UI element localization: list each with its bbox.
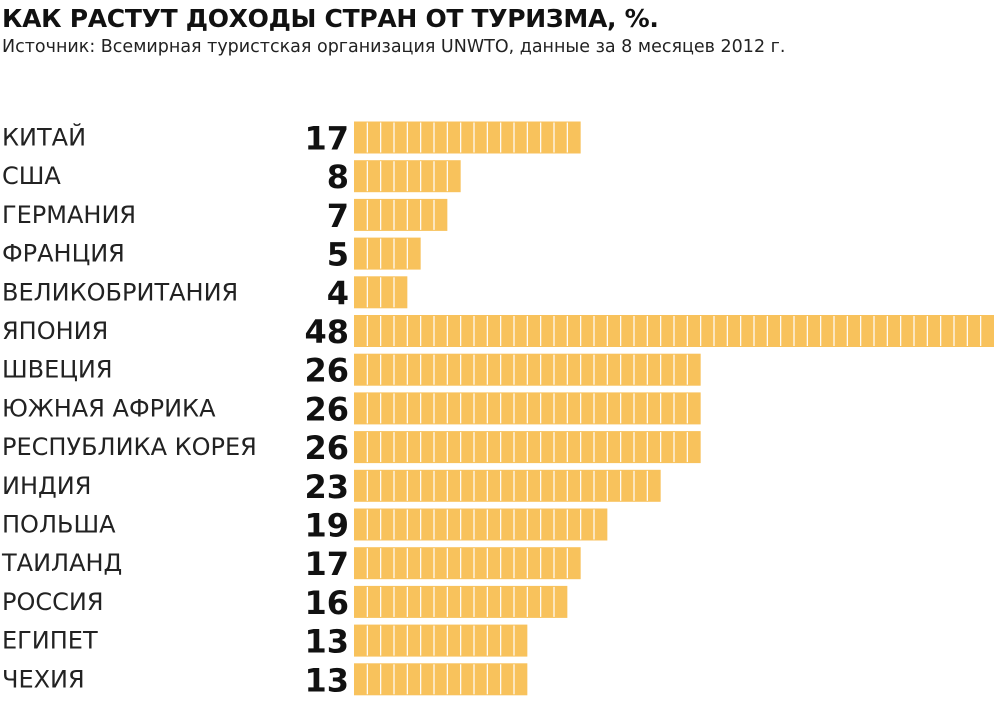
value-label: 17: [304, 120, 349, 158]
value-label: 5: [327, 236, 349, 274]
bar-segments: [366, 586, 555, 617]
category-label: ИНДИЯ: [2, 472, 91, 500]
value-label: 26: [304, 429, 349, 467]
bar-row: ШВЕЦИЯ 26: [2, 352, 701, 390]
value-label: 17: [304, 545, 349, 583]
value-label: 16: [304, 584, 349, 622]
chart-title: КАК РАСТУТ ДОХОДЫ СТРАН ОТ ТУРИЗМА, %.: [2, 4, 659, 33]
category-label: ЯПОНИЯ: [2, 317, 108, 345]
bar: [354, 469, 661, 502]
bar: [354, 121, 581, 154]
category-label: ФРАНЦИЯ: [2, 240, 125, 268]
bar-segments: [366, 432, 688, 463]
bar: [354, 508, 608, 541]
value-label: 8: [327, 158, 349, 196]
bar-segments: [366, 625, 515, 656]
bar-row: ПОЛЬША 19: [2, 507, 608, 545]
bar-segments: [366, 393, 688, 424]
bar-segments: [366, 122, 568, 153]
bar-segments: [366, 664, 515, 695]
bar-row: ЕГИПЕТ 13: [2, 623, 528, 661]
bar-row: ВЕЛИКОБРИТАНИЯ 4: [2, 274, 408, 312]
category-label: ЧЕХИЯ: [2, 665, 85, 693]
bar-segments: [366, 509, 595, 540]
bar-row: ЧЕХИЯ 13: [2, 661, 528, 699]
bar-segments: [366, 277, 395, 308]
value-label: 48: [304, 313, 349, 351]
bar: [354, 547, 581, 580]
value-label: 26: [304, 352, 349, 390]
category-label: РОССИЯ: [2, 588, 104, 616]
category-label: ВЕЛИКОБРИТАНИЯ: [2, 278, 238, 306]
value-label: 13: [304, 623, 349, 661]
bar-segments: [366, 316, 982, 346]
category-label: ПОЛЬША: [2, 511, 116, 539]
bar-segments: [366, 470, 648, 501]
category-label: ШВЕЦИЯ: [2, 356, 113, 384]
value-label: 13: [304, 661, 349, 699]
category-label: ТАИЛАНД: [1, 549, 122, 577]
bar: [354, 198, 448, 231]
category-label: ЕГИПЕТ: [2, 627, 98, 655]
bar-row: США 8: [2, 158, 461, 196]
bar: [354, 237, 421, 270]
bar-row: КИТАЙ 17: [2, 120, 581, 158]
bar-row: ТАИЛАНД 17: [1, 545, 581, 583]
bar: [354, 624, 528, 657]
bar-row: РЕСПУБЛИКА КОРЕЯ 26: [2, 429, 701, 467]
bar-row: ИНДИЯ 23: [2, 468, 661, 506]
chart-subtitle: Источник: Всемирная туристская организац…: [2, 37, 786, 57]
bar-segments: [366, 199, 435, 230]
category-label: РЕСПУБЛИКА КОРЕЯ: [2, 433, 257, 461]
bar-segments: [366, 354, 688, 385]
bar-row: ЯПОНИЯ 48: [2, 313, 994, 351]
category-label: ГЕРМАНИЯ: [2, 201, 136, 229]
value-label: 4: [327, 274, 349, 312]
bar-row: РОССИЯ 16: [2, 584, 568, 622]
bar: [354, 663, 528, 696]
value-label: 7: [327, 197, 349, 235]
bar-segments: [366, 548, 568, 579]
category-label: ЮЖНАЯ АФРИКА: [2, 394, 216, 422]
value-label: 19: [304, 507, 349, 545]
value-label: 26: [304, 390, 349, 428]
bar-row: ФРАНЦИЯ 5: [2, 236, 421, 274]
bar-row: ЮЖНАЯ АФРИКА 26: [2, 390, 701, 428]
category-label: КИТАЙ: [2, 123, 86, 152]
bar-segments: [366, 238, 408, 269]
bar-row: ГЕРМАНИЯ 7: [2, 197, 448, 235]
bar-segments: [366, 161, 448, 192]
category-label: США: [2, 162, 61, 190]
value-label: 23: [304, 468, 349, 506]
